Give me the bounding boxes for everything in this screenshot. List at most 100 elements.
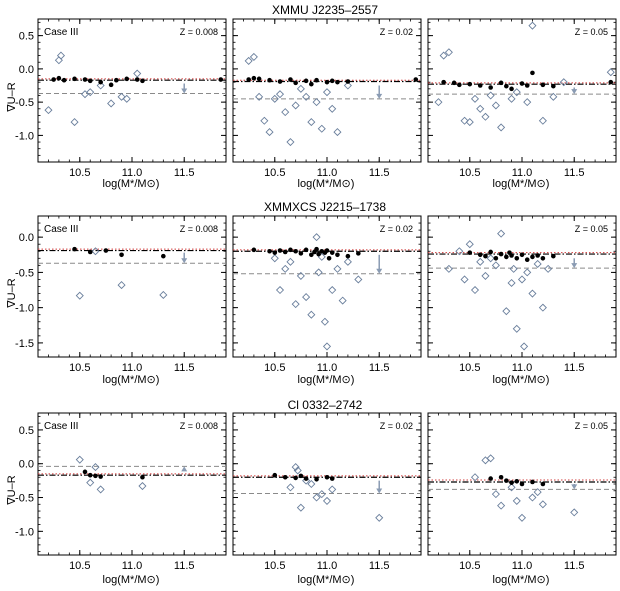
y-tick-label: 0.5 xyxy=(19,31,34,43)
diamond-point xyxy=(512,496,521,505)
dot-point xyxy=(535,253,540,258)
diamond-point xyxy=(286,138,295,147)
x-axis-label: log(M*/M⊙) xyxy=(103,574,160,586)
x-tick-label: 11.5 xyxy=(369,167,390,179)
dot-point xyxy=(103,248,109,253)
diamond-point xyxy=(544,264,553,273)
dot-point xyxy=(335,79,340,85)
dot-point xyxy=(509,480,514,485)
shift-arrow-head xyxy=(376,488,383,494)
dot-point xyxy=(504,83,509,89)
x-tick-label: 10.5 xyxy=(459,560,480,572)
dot-point xyxy=(56,75,62,81)
diamond-point xyxy=(533,488,542,497)
x-tick-label: 11.5 xyxy=(174,560,195,572)
diamond-point xyxy=(481,271,490,280)
dot-point xyxy=(314,476,319,482)
diamond-point xyxy=(533,259,542,268)
z-label: Z = 0.02 xyxy=(380,421,413,431)
diamond-point xyxy=(293,466,302,475)
diamond-point xyxy=(117,92,126,101)
diamond-point xyxy=(606,68,615,77)
x-axis-label: log(M*/M⊙) xyxy=(493,178,550,190)
y-tick-label: -0.5 xyxy=(15,267,34,279)
panel-r3-c3: 10.5 11.0 11.5 Z = 0.05 xyxy=(427,412,617,572)
dot-point xyxy=(498,80,504,86)
y-tick-label: -1.0 xyxy=(15,130,34,142)
dot-point xyxy=(93,473,98,479)
row-title-1: XMMU J2235–2557 xyxy=(272,3,378,17)
z-label: Z = 0.05 xyxy=(575,27,608,37)
dot-point xyxy=(303,78,309,84)
diamond-point xyxy=(439,51,448,60)
x-axis-label: log(M*/M⊙) xyxy=(298,374,355,386)
diamond-point xyxy=(491,261,500,270)
diamond-point xyxy=(133,69,142,78)
diamond-point xyxy=(249,52,258,61)
diamond-point xyxy=(538,116,547,125)
dot-point xyxy=(298,251,304,256)
dot-point xyxy=(98,79,103,85)
diamond-point xyxy=(281,264,290,273)
panel-frame xyxy=(37,412,227,556)
diamond-point xyxy=(333,264,342,273)
panel-frame xyxy=(427,18,617,163)
dot-point xyxy=(119,252,124,258)
dot-point xyxy=(140,474,145,480)
diamond-point xyxy=(314,268,323,277)
dot-point xyxy=(504,478,509,483)
x-tick-label: 10.5 xyxy=(264,362,285,374)
dot-point xyxy=(293,248,298,254)
diamond-point xyxy=(275,90,285,99)
diamond-point xyxy=(333,128,342,137)
x-tick-label: 10.5 xyxy=(69,167,90,179)
dot-point xyxy=(303,476,309,481)
shift-arrow-head xyxy=(376,268,383,274)
diamond-point xyxy=(96,81,105,90)
diamond-point xyxy=(307,118,316,127)
case-label: Case III xyxy=(44,224,78,235)
diamond-point xyxy=(86,88,95,97)
diamond-point xyxy=(538,303,547,312)
dot-point xyxy=(488,85,493,90)
x-tick-label: 10.5 xyxy=(69,560,90,572)
dot-point xyxy=(272,472,278,478)
diamond-point xyxy=(509,264,518,273)
diamond-point xyxy=(320,317,329,326)
dot-point xyxy=(551,83,556,89)
diamond-point xyxy=(528,493,537,502)
case-label: Case III xyxy=(44,27,78,38)
dot-point xyxy=(413,77,419,82)
dot-point xyxy=(246,77,251,82)
panel-r3-c2: 10.5 11.0 11.5 Z = 0.02 xyxy=(232,412,422,572)
dot-point xyxy=(314,77,319,83)
shift-arrow-head xyxy=(571,484,578,490)
panel-frame xyxy=(37,18,227,163)
diamond-point xyxy=(486,91,495,100)
dot-point xyxy=(498,251,504,257)
dot-point xyxy=(451,80,457,86)
diamond-point xyxy=(75,455,84,464)
diamond-point xyxy=(159,290,168,299)
diamond-point xyxy=(291,463,300,472)
diamond-point xyxy=(444,48,453,57)
dot-point xyxy=(345,253,351,259)
diamond-point xyxy=(312,233,321,242)
x-axis-label: log(M*/M⊙) xyxy=(493,574,550,586)
diamond-point xyxy=(138,481,147,491)
diamond-point xyxy=(470,473,480,482)
diamond-point xyxy=(343,257,352,266)
dot-point xyxy=(530,479,535,485)
y-tick-label: -1.0 xyxy=(15,303,34,315)
diamond-point xyxy=(70,118,79,127)
diamond-point xyxy=(486,454,495,463)
diamond-point xyxy=(291,101,300,110)
dot-point xyxy=(524,257,530,263)
x-tick-label: 11.5 xyxy=(369,560,390,572)
diamond-point xyxy=(307,479,316,489)
diamond-point xyxy=(444,264,453,273)
panel-frame xyxy=(232,215,422,358)
x-tick-label: 10.5 xyxy=(459,167,480,179)
panel-frame xyxy=(232,412,422,556)
